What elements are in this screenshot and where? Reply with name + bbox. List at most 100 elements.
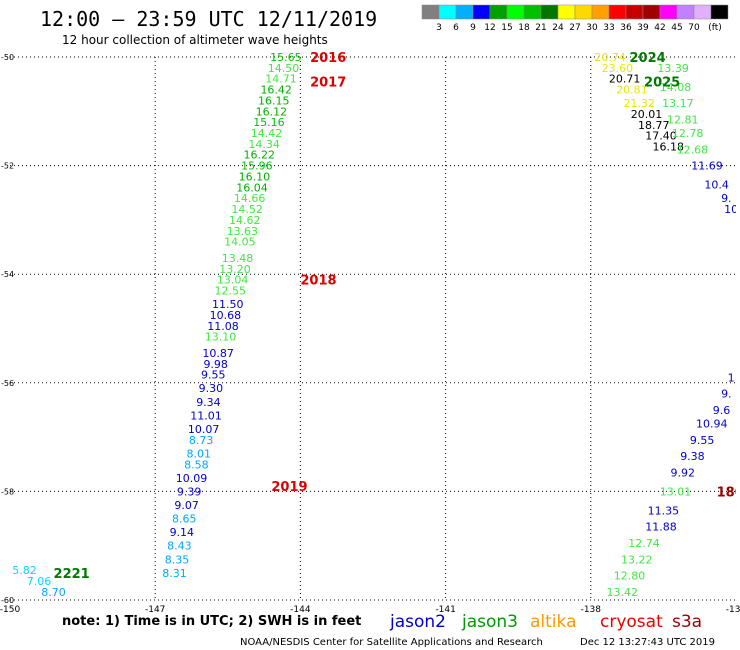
wave-height-label: 8.35 (165, 553, 190, 566)
wave-height-label: 8.58 (184, 458, 209, 471)
pass-time-label: 2017 (310, 75, 346, 90)
wave-height-label: 16.12 (256, 105, 288, 118)
color-scale-swatch (710, 4, 729, 20)
wave-height-label: 11.01 (190, 409, 222, 422)
wave-height-label: 14.08 (660, 81, 692, 94)
pass-time-label: 2221 (54, 567, 90, 582)
color-scale-label: 27 (569, 23, 580, 33)
color-scale-swatch (489, 4, 508, 20)
satellite-legend-entry: altika (530, 612, 577, 632)
pass-time-label: 2018 (300, 274, 336, 289)
color-scale-swatch (506, 4, 525, 20)
wave-height-label: 14.62 (229, 214, 261, 227)
color-scale-label: 36 (620, 23, 632, 33)
wave-height-label: 9.6 (713, 404, 731, 417)
y-tick-label: -52 (1, 162, 14, 171)
generated-timestamp: Dec 12 13:27:43 UTC 2019 (580, 637, 715, 648)
wave-height-label: 11.50 (212, 298, 244, 311)
color-scale-swatch (438, 4, 457, 20)
chart-title: 12:00 — 23:59 UTC 12/11/2019 (40, 7, 377, 31)
wave-height-label: 16.10 (239, 170, 271, 183)
wave-height-label: 10.68 (210, 309, 242, 322)
satellite-legend: jason2 jason3 altika cryosat s3a (389, 612, 702, 632)
wave-height-label: 13.39 (657, 62, 689, 75)
color-scale-swatch (472, 4, 491, 20)
wave-height-label: 14.71 (265, 73, 297, 86)
wave-height-label: 11.35 (648, 504, 680, 517)
wave-height-label: 9.98 (203, 358, 228, 371)
wave-height-label: 7.06 (27, 575, 52, 588)
color-scale-label: 9 (470, 23, 476, 33)
color-scale-label: 33 (603, 23, 614, 33)
wave-height-label: 11.08 (207, 320, 239, 333)
wave-height-label: 10.07 (188, 423, 220, 436)
color-scale-swatch (557, 4, 576, 20)
wave-height-label: 13.20 (219, 263, 251, 276)
pass-time-label: 2025 (644, 75, 680, 90)
wave-height-label: 10.87 (202, 347, 234, 360)
wave-height-label: 10.09 (176, 472, 208, 485)
wave-height-label: 9.07 (174, 499, 199, 512)
color-scale-unit: (ft) (708, 23, 722, 33)
wave-height-label: 5.82 (12, 564, 37, 577)
color-scale-label: 39 (637, 23, 649, 33)
wave-height-label: 12.68 (677, 143, 709, 156)
pass-time-label: 2016 (310, 51, 346, 66)
wave-height-label: 1 (728, 371, 735, 384)
y-tick-label: -58 (1, 487, 14, 496)
color-scale-swatch (574, 4, 593, 20)
color-scale-label: 21 (535, 23, 546, 33)
wave-height-label: 14.50 (268, 62, 300, 75)
wave-height-label: 16.18 (652, 141, 684, 154)
wave-height-label: 9.55 (201, 369, 226, 382)
satellite-legend-entry: cryosat (600, 612, 663, 632)
wave-height-label: 12.80 (614, 570, 646, 583)
wave-height-label: 13.17 (662, 97, 694, 110)
wave-height-label: 9.92 (671, 466, 696, 479)
wave-height-label: 15.16 (253, 116, 285, 129)
wave-height-label: 12.81 (667, 113, 699, 126)
color-scale-swatch (676, 4, 695, 20)
color-scale-legend: 3 6 9 12 15 18 21 24 27 30 33 36 39 42 45 70 (ft) (421, 4, 729, 33)
wave-height-label: 9.34 (196, 396, 221, 409)
color-scale-swatch (693, 4, 712, 20)
wave-height-label: 11.88 (645, 521, 677, 534)
wave-height-label: 20.74 (594, 51, 626, 64)
x-tick-label: -135 (726, 605, 740, 615)
satellite-legend-entry: jason2 (389, 612, 446, 632)
wave-height-label: 9. (721, 388, 732, 401)
wave-height-label: 18.77 (638, 119, 670, 132)
wave-height-label: 13.48 (222, 252, 254, 265)
wave-height-label: 12.55 (214, 284, 246, 297)
footer-note: note: 1) Time is in UTC; 2) SWH is in fe… (62, 614, 361, 629)
wave-height-label: 8.43 (167, 540, 192, 553)
wave-height-label: 21.32 (623, 97, 655, 110)
pass-time-label: 2019 (271, 480, 307, 495)
wave-height-label: 13.04 (217, 274, 249, 287)
color-scale-swatch (540, 4, 559, 20)
plot-area: -150 -147 -144 -141 -138 -135 -50 -52 -54 -56 -58 -… (0, 51, 740, 615)
color-scale-swatch (659, 4, 678, 20)
color-scale-swatch (642, 4, 661, 20)
wave-height-label: 12.78 (672, 127, 704, 140)
wave-height-label: 10.94 (696, 418, 728, 431)
wave-height-label: 12.74 (628, 537, 660, 550)
color-scale-label: 45 (671, 23, 682, 33)
x-tick-label: -141 (435, 605, 455, 615)
wave-height-label: 8.70 (41, 586, 66, 599)
wave-height-label: 13.01 (660, 485, 692, 498)
color-scale-label: 6 (453, 23, 459, 33)
satellite-legend-entry: s3a (672, 612, 702, 632)
wave-height-label: 9.39 (177, 485, 202, 498)
wave-height-label: 16.15 (258, 94, 290, 107)
wave-height-label: 16.22 (244, 149, 276, 162)
color-scale-label: 24 (552, 23, 564, 33)
wave-height-label: 8.01 (187, 447, 212, 460)
wave-height-label: 23.60 (602, 62, 634, 75)
wave-height-label: 8.73 (189, 434, 214, 447)
color-scale-swatch (591, 4, 610, 20)
wave-height-label: 11.69 (691, 160, 723, 173)
wave-height-label: 13.63 (227, 225, 259, 238)
pass-time-label: 180 (717, 485, 740, 500)
y-tick-label: -60 (1, 596, 14, 605)
